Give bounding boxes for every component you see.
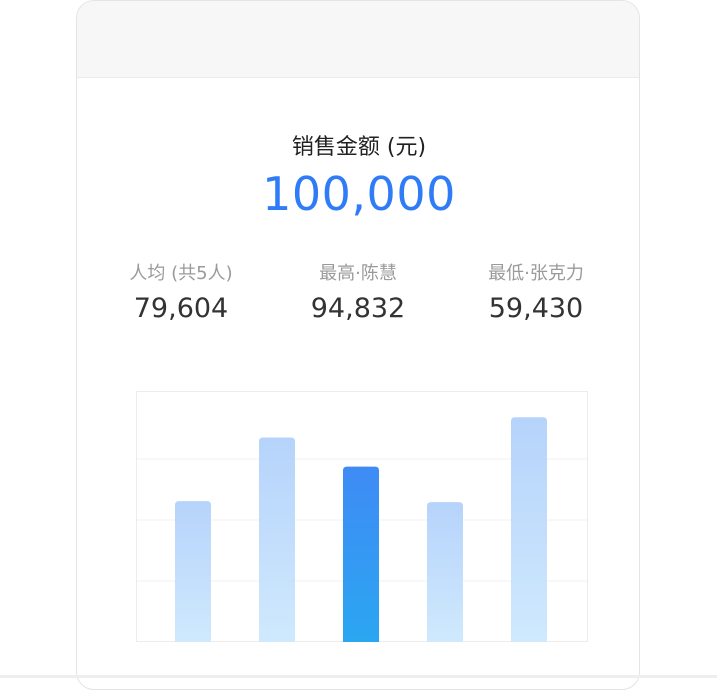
highest-stat: 最高·陈慧 94,832	[278, 259, 438, 324]
sales-bar-chart	[136, 391, 588, 642]
average-label: 人均 (共5人)	[129, 263, 233, 284]
chart-bar-highlighted	[343, 466, 379, 642]
lowest-stat: 最低·张克力 59,430	[456, 259, 616, 324]
highest-value: 94,832	[310, 293, 406, 324]
highest-label: 最高·陈慧	[319, 263, 397, 284]
chart-bar	[175, 501, 211, 642]
lowest-value: 59,430	[488, 293, 584, 324]
lowest-label: 最低·张克力	[488, 263, 584, 284]
card-header	[77, 1, 639, 78]
bottom-divider	[0, 675, 717, 678]
average-stat: 人均 (共5人) 79,604	[101, 259, 261, 324]
average-value: 79,604	[133, 293, 229, 324]
chart-bar	[259, 437, 295, 642]
sales-card: 销售金额 (元) 100,000 人均 (共5人) 79,604 最高·陈慧 9…	[76, 0, 640, 690]
sales-amount-title: 销售金额 (元)	[291, 135, 427, 160]
chart-bar	[511, 417, 547, 642]
sales-total-value: 100,000	[262, 167, 456, 221]
chart-bar	[427, 502, 463, 642]
